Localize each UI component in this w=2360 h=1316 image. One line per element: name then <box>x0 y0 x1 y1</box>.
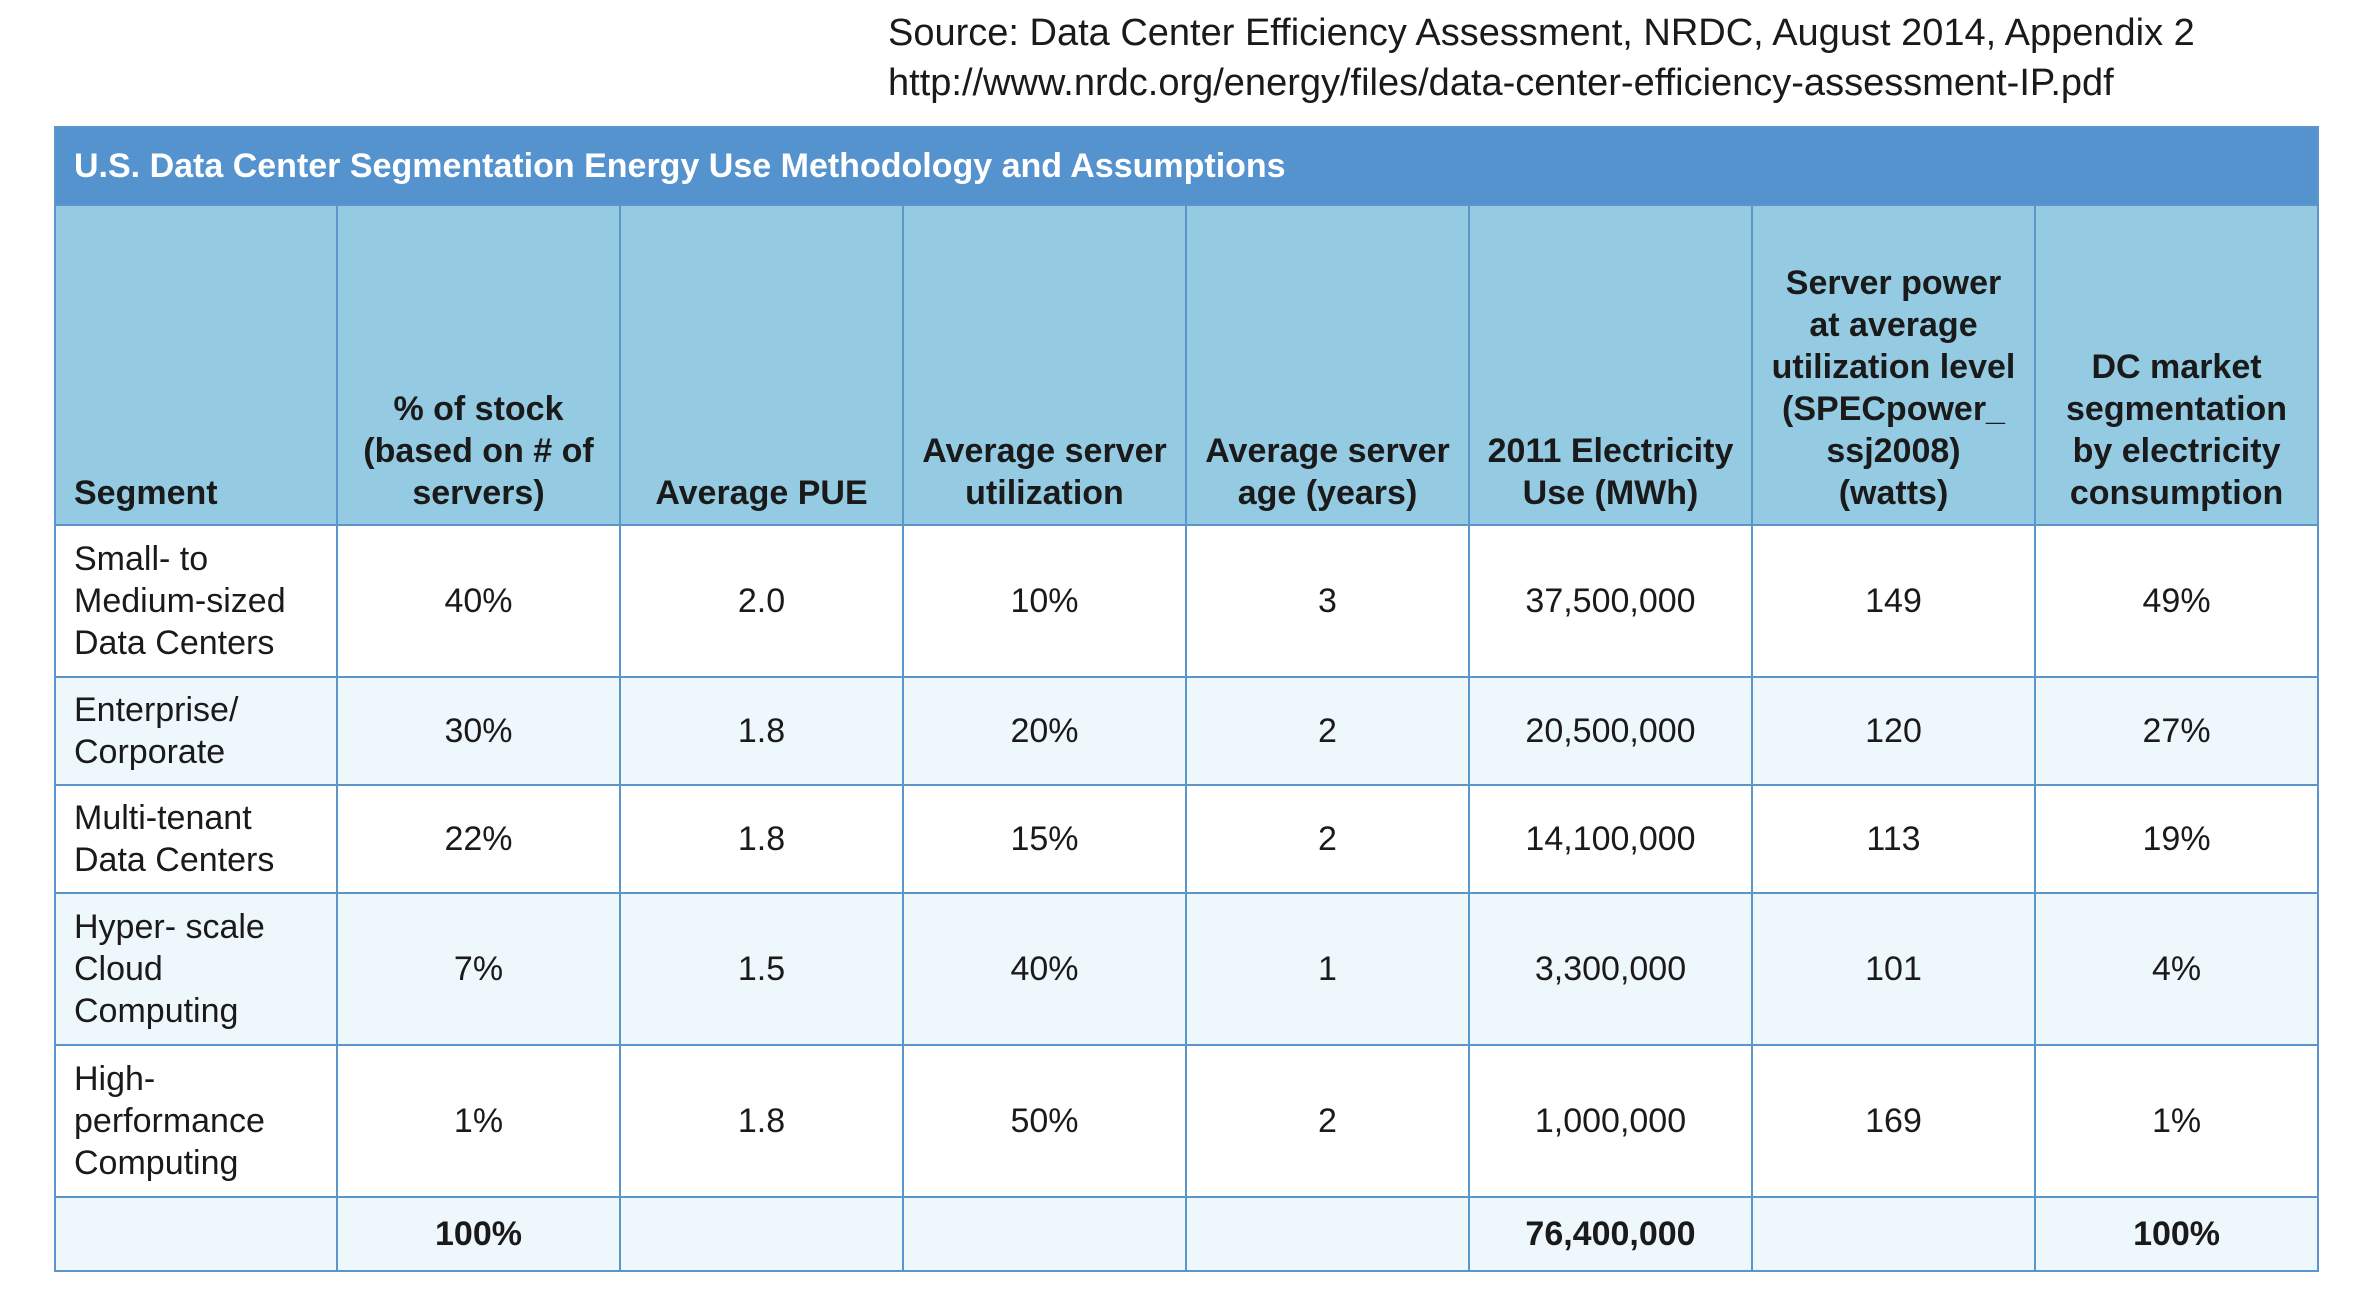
column-header-market-segmentation: DC market segmentation by electricity co… <box>2033 204 2320 526</box>
utilization-cell: 40% <box>902 892 1187 1046</box>
market-share-cell: 27% <box>2033 676 2320 786</box>
stock-cell: 40% <box>336 524 621 678</box>
totals-cell <box>1751 1196 2036 1272</box>
market-share-cell: 1% <box>2033 1044 2320 1198</box>
electricity-cell: 37,500,000 <box>1468 524 1753 678</box>
server-power-cell: 169 <box>1751 1044 2036 1198</box>
server-age-cell: 2 <box>1185 676 1470 786</box>
server-age-cell: 2 <box>1185 1044 1470 1198</box>
totals-cell <box>902 1196 1187 1272</box>
electricity-cell: 3,300,000 <box>1468 892 1753 1046</box>
market-share-cell: 19% <box>2033 784 2320 894</box>
server-power-cell: 113 <box>1751 784 2036 894</box>
table-row: Enterprise/ Corporate 30% 1.8 20% 2 20,5… <box>54 676 2320 786</box>
server-power-cell: 120 <box>1751 676 2036 786</box>
pue-cell: 2.0 <box>619 524 904 678</box>
pue-cell: 1.8 <box>619 676 904 786</box>
stock-cell: 30% <box>336 676 621 786</box>
source-line: Source: Data Center Efficiency Assessmen… <box>888 12 2195 54</box>
segment-name: High- performance Computing <box>54 1044 338 1198</box>
column-header-segment: Segment <box>54 204 338 526</box>
totals-row: 100% 76,400,000 100% <box>54 1196 2320 1272</box>
stock-cell: 7% <box>336 892 621 1046</box>
table-row: High- performance Computing 1% 1.8 50% 2… <box>54 1044 2320 1198</box>
market-share-cell: 49% <box>2033 524 2320 678</box>
table-title: U.S. Data Center Segmentation Energy Use… <box>53 126 2320 206</box>
source-url[interactable]: http://www.nrdc.org/energy/files/data-ce… <box>888 62 2114 104</box>
utilization-cell: 50% <box>902 1044 1187 1198</box>
totals-cell <box>1185 1196 1470 1272</box>
electricity-cell: 20,500,000 <box>1468 676 1753 786</box>
column-header-server-age: Average server age (years) <box>1185 204 1470 526</box>
utilization-cell: 15% <box>902 784 1187 894</box>
pue-cell: 1.8 <box>619 1044 904 1198</box>
server-age-cell: 1 <box>1185 892 1470 1046</box>
column-header-pue: Average PUE <box>619 204 904 526</box>
server-age-cell: 3 <box>1185 524 1470 678</box>
stock-total: 100% <box>336 1196 621 1272</box>
electricity-cell: 1,000,000 <box>1468 1044 1753 1198</box>
pue-cell: 1.8 <box>619 784 904 894</box>
utilization-cell: 20% <box>902 676 1187 786</box>
column-header-server-power: Server power at average utilization leve… <box>1751 204 2036 526</box>
column-header-stock: % of stock (based on # of servers) <box>336 204 621 526</box>
segment-name: Hyper- scale Cloud Computing <box>54 892 338 1046</box>
utilization-cell: 10% <box>902 524 1187 678</box>
segmentation-table: U.S. Data Center Segmentation Energy Use… <box>53 126 2320 1272</box>
server-power-cell: 149 <box>1751 524 2036 678</box>
segment-name: Enterprise/ Corporate <box>54 676 338 786</box>
totals-cell <box>54 1196 338 1272</box>
server-age-cell: 2 <box>1185 784 1470 894</box>
table-row: Hyper- scale Cloud Computing 7% 1.5 40% … <box>54 892 2320 1046</box>
market-share-cell: 4% <box>2033 892 2320 1046</box>
table-row: Multi-tenant Data Centers 22% 1.8 15% 2 … <box>54 784 2320 894</box>
pue-cell: 1.5 <box>619 892 904 1046</box>
column-header-electricity-use: 2011 Electricity Use (MWh) <box>1468 204 1753 526</box>
totals-cell <box>619 1196 904 1272</box>
electricity-cell: 14,100,000 <box>1468 784 1753 894</box>
stock-cell: 1% <box>336 1044 621 1198</box>
segment-name: Multi-tenant Data Centers <box>54 784 338 894</box>
server-power-cell: 101 <box>1751 892 2036 1046</box>
table-row: Small- to Medium-sized Data Centers 40% … <box>54 524 2320 678</box>
electricity-total: 76,400,000 <box>1468 1196 1753 1272</box>
column-header-utilization: Average server utilization <box>902 204 1187 526</box>
market-share-total: 100% <box>2033 1196 2320 1272</box>
segment-name: Small- to Medium-sized Data Centers <box>54 524 338 678</box>
source-citation: Source: Data Center Efficiency Assessmen… <box>888 8 2195 108</box>
stock-cell: 22% <box>336 784 621 894</box>
